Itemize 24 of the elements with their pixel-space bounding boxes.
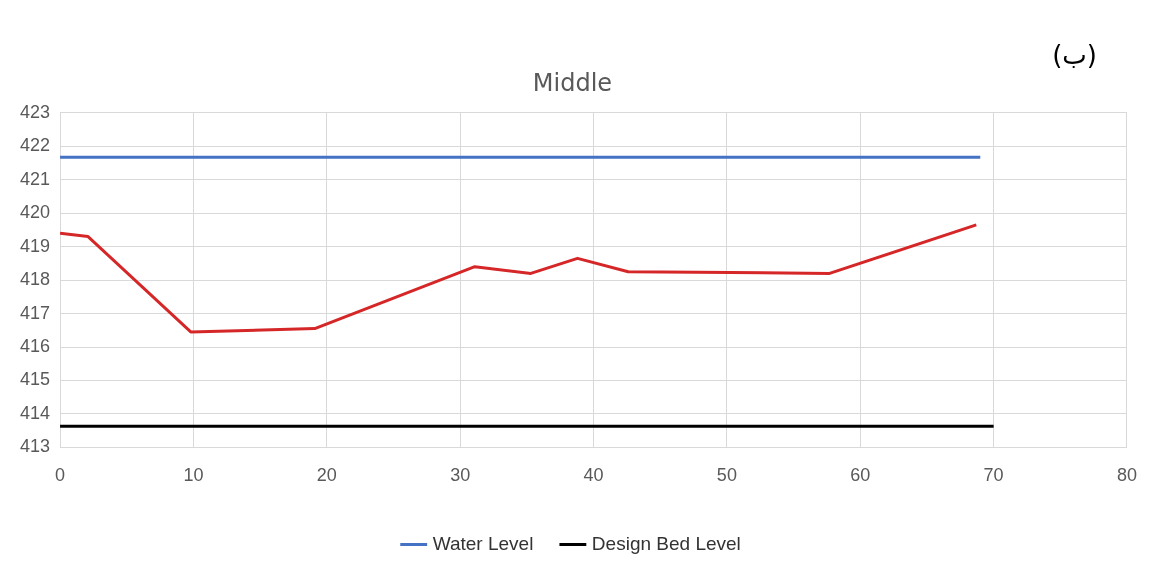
chart-title: Middle bbox=[532, 68, 613, 97]
y-tick-label: 413 bbox=[19, 436, 51, 457]
y-tick-label: 416 bbox=[19, 335, 51, 356]
y-tick-label: 420 bbox=[19, 202, 51, 223]
y-tick-label: 415 bbox=[19, 369, 51, 390]
y-tick-label: 421 bbox=[19, 168, 51, 189]
x-tick-label: 30 bbox=[450, 465, 471, 486]
x-tick-label: 0 bbox=[55, 465, 66, 486]
y-tick-label: 418 bbox=[19, 269, 51, 290]
x-tick-label: 60 bbox=[850, 465, 871, 486]
y-tick-label: 422 bbox=[19, 135, 51, 156]
text: (ب) bbox=[1052, 40, 1097, 70]
legend-label: Water Level bbox=[432, 532, 534, 554]
x-tick-label: 40 bbox=[583, 465, 604, 486]
x-tick-label: 10 bbox=[183, 465, 204, 486]
y-tick-label: 419 bbox=[19, 235, 51, 256]
x-tick-label: 20 bbox=[316, 465, 337, 486]
x-tick-label: 50 bbox=[716, 465, 737, 486]
y-tick-label: 417 bbox=[19, 302, 51, 323]
x-tick-label: 70 bbox=[983, 465, 1004, 486]
x-tick-label: 80 bbox=[1116, 465, 1137, 486]
y-tick-label: 423 bbox=[19, 101, 51, 122]
legend-label: Design Bed Level bbox=[591, 532, 741, 554]
y-tick-label: 414 bbox=[19, 402, 51, 423]
